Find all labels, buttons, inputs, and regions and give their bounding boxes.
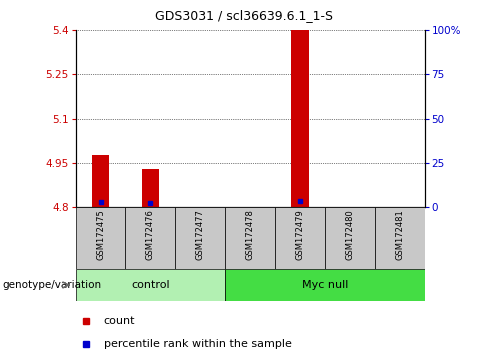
Text: GDS3031 / scl36639.6.1_1-S: GDS3031 / scl36639.6.1_1-S [155,9,333,22]
Text: GSM172477: GSM172477 [196,209,205,260]
Text: GSM172476: GSM172476 [146,209,155,260]
Bar [275,207,325,269]
Text: percentile rank within the sample: percentile rank within the sample [103,339,291,349]
Text: GSM172478: GSM172478 [245,209,255,260]
Text: GSM172479: GSM172479 [295,209,305,260]
Bar [92,155,109,207]
Text: GSM172475: GSM172475 [96,209,105,260]
Bar [142,169,159,207]
Text: control: control [131,280,170,290]
Bar [225,207,275,269]
Bar [125,207,175,269]
Text: count: count [103,316,135,326]
Bar [175,207,225,269]
Text: GSM172481: GSM172481 [395,209,404,260]
Bar [291,30,309,207]
Bar [375,207,425,269]
Bar [225,269,425,301]
Text: GSM172480: GSM172480 [346,209,354,260]
Bar [76,207,125,269]
Bar [325,207,375,269]
Bar [76,269,225,301]
Text: Myc null: Myc null [302,280,348,290]
Text: genotype/variation: genotype/variation [2,280,102,290]
